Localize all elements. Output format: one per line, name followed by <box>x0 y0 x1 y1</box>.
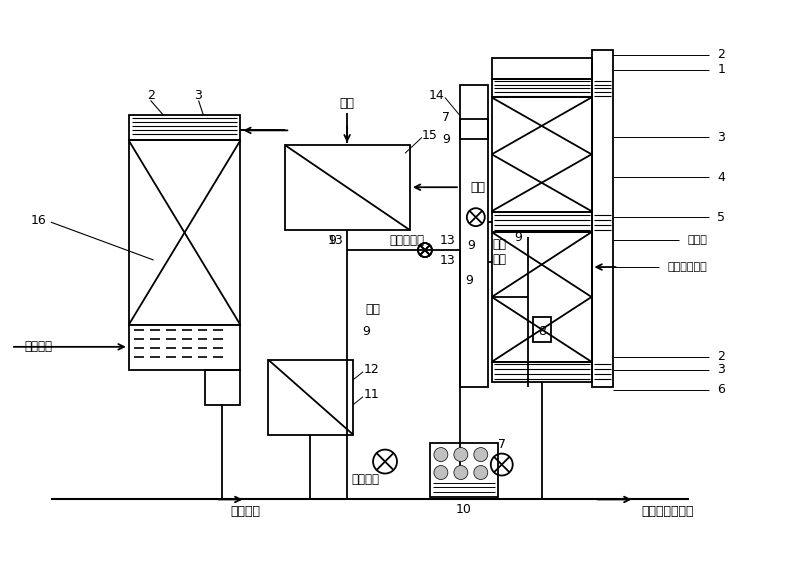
Text: 2: 2 <box>146 89 154 102</box>
Text: 脱硫
浆液: 脱硫 浆液 <box>493 238 506 266</box>
Text: 11: 11 <box>363 388 379 401</box>
Bar <box>492 232 591 362</box>
Bar <box>492 57 591 79</box>
Text: 2: 2 <box>718 48 725 61</box>
Text: 13: 13 <box>440 234 456 247</box>
Text: 15: 15 <box>422 129 438 142</box>
Text: 7: 7 <box>442 111 450 124</box>
Text: 去脱水、制石膏: 去脱水、制石膏 <box>641 505 694 518</box>
Text: 1: 1 <box>718 63 725 76</box>
Text: 烟气: 烟气 <box>365 303 380 316</box>
Text: 14: 14 <box>429 89 445 102</box>
Bar <box>129 325 240 370</box>
Text: 热脱硫母液: 热脱硫母液 <box>390 234 425 247</box>
Bar <box>492 79 591 97</box>
Text: 脱硫母液: 脱硫母液 <box>230 505 260 518</box>
Text: 6: 6 <box>718 383 725 396</box>
Text: 9: 9 <box>442 133 450 146</box>
Text: 7: 7 <box>498 438 506 451</box>
Bar <box>460 119 488 140</box>
Text: 12: 12 <box>363 363 379 376</box>
Text: 2: 2 <box>718 350 725 363</box>
Bar <box>268 360 353 435</box>
Bar <box>430 443 498 498</box>
Text: 16: 16 <box>31 213 46 227</box>
Bar <box>492 362 591 382</box>
Text: 9: 9 <box>328 234 336 247</box>
Text: 9: 9 <box>467 239 474 252</box>
Circle shape <box>454 448 468 462</box>
Bar <box>286 145 410 230</box>
Text: 9: 9 <box>465 274 473 287</box>
Text: 净烟气: 净烟气 <box>687 235 707 245</box>
Text: 3: 3 <box>194 89 202 102</box>
Text: 3: 3 <box>718 363 725 376</box>
Circle shape <box>454 466 468 480</box>
Bar <box>591 50 614 387</box>
Text: 烟气: 烟气 <box>340 97 354 110</box>
Text: 4: 4 <box>718 171 725 184</box>
Text: 8: 8 <box>538 325 546 338</box>
Bar <box>492 97 591 212</box>
Text: 13: 13 <box>440 253 456 266</box>
Circle shape <box>474 466 488 480</box>
Text: 净烟气去烟囱: 净烟气去烟囱 <box>667 262 707 272</box>
Text: 9: 9 <box>514 231 522 244</box>
Text: 5: 5 <box>718 211 726 224</box>
Circle shape <box>474 448 488 462</box>
Text: 热风: 热风 <box>470 181 486 194</box>
Bar <box>206 370 240 405</box>
Text: 10: 10 <box>456 503 472 516</box>
Bar <box>460 86 488 387</box>
Text: 9: 9 <box>362 325 370 338</box>
Text: 13: 13 <box>327 234 343 247</box>
Bar <box>129 140 240 325</box>
Text: 脱硫母液: 脱硫母液 <box>351 473 379 486</box>
Text: 锅炉送风: 锅炉送风 <box>25 341 53 354</box>
Bar <box>533 317 550 342</box>
Bar <box>129 115 240 140</box>
Text: 3: 3 <box>718 131 725 144</box>
Circle shape <box>434 466 448 480</box>
Bar <box>492 212 591 232</box>
Circle shape <box>434 448 448 462</box>
